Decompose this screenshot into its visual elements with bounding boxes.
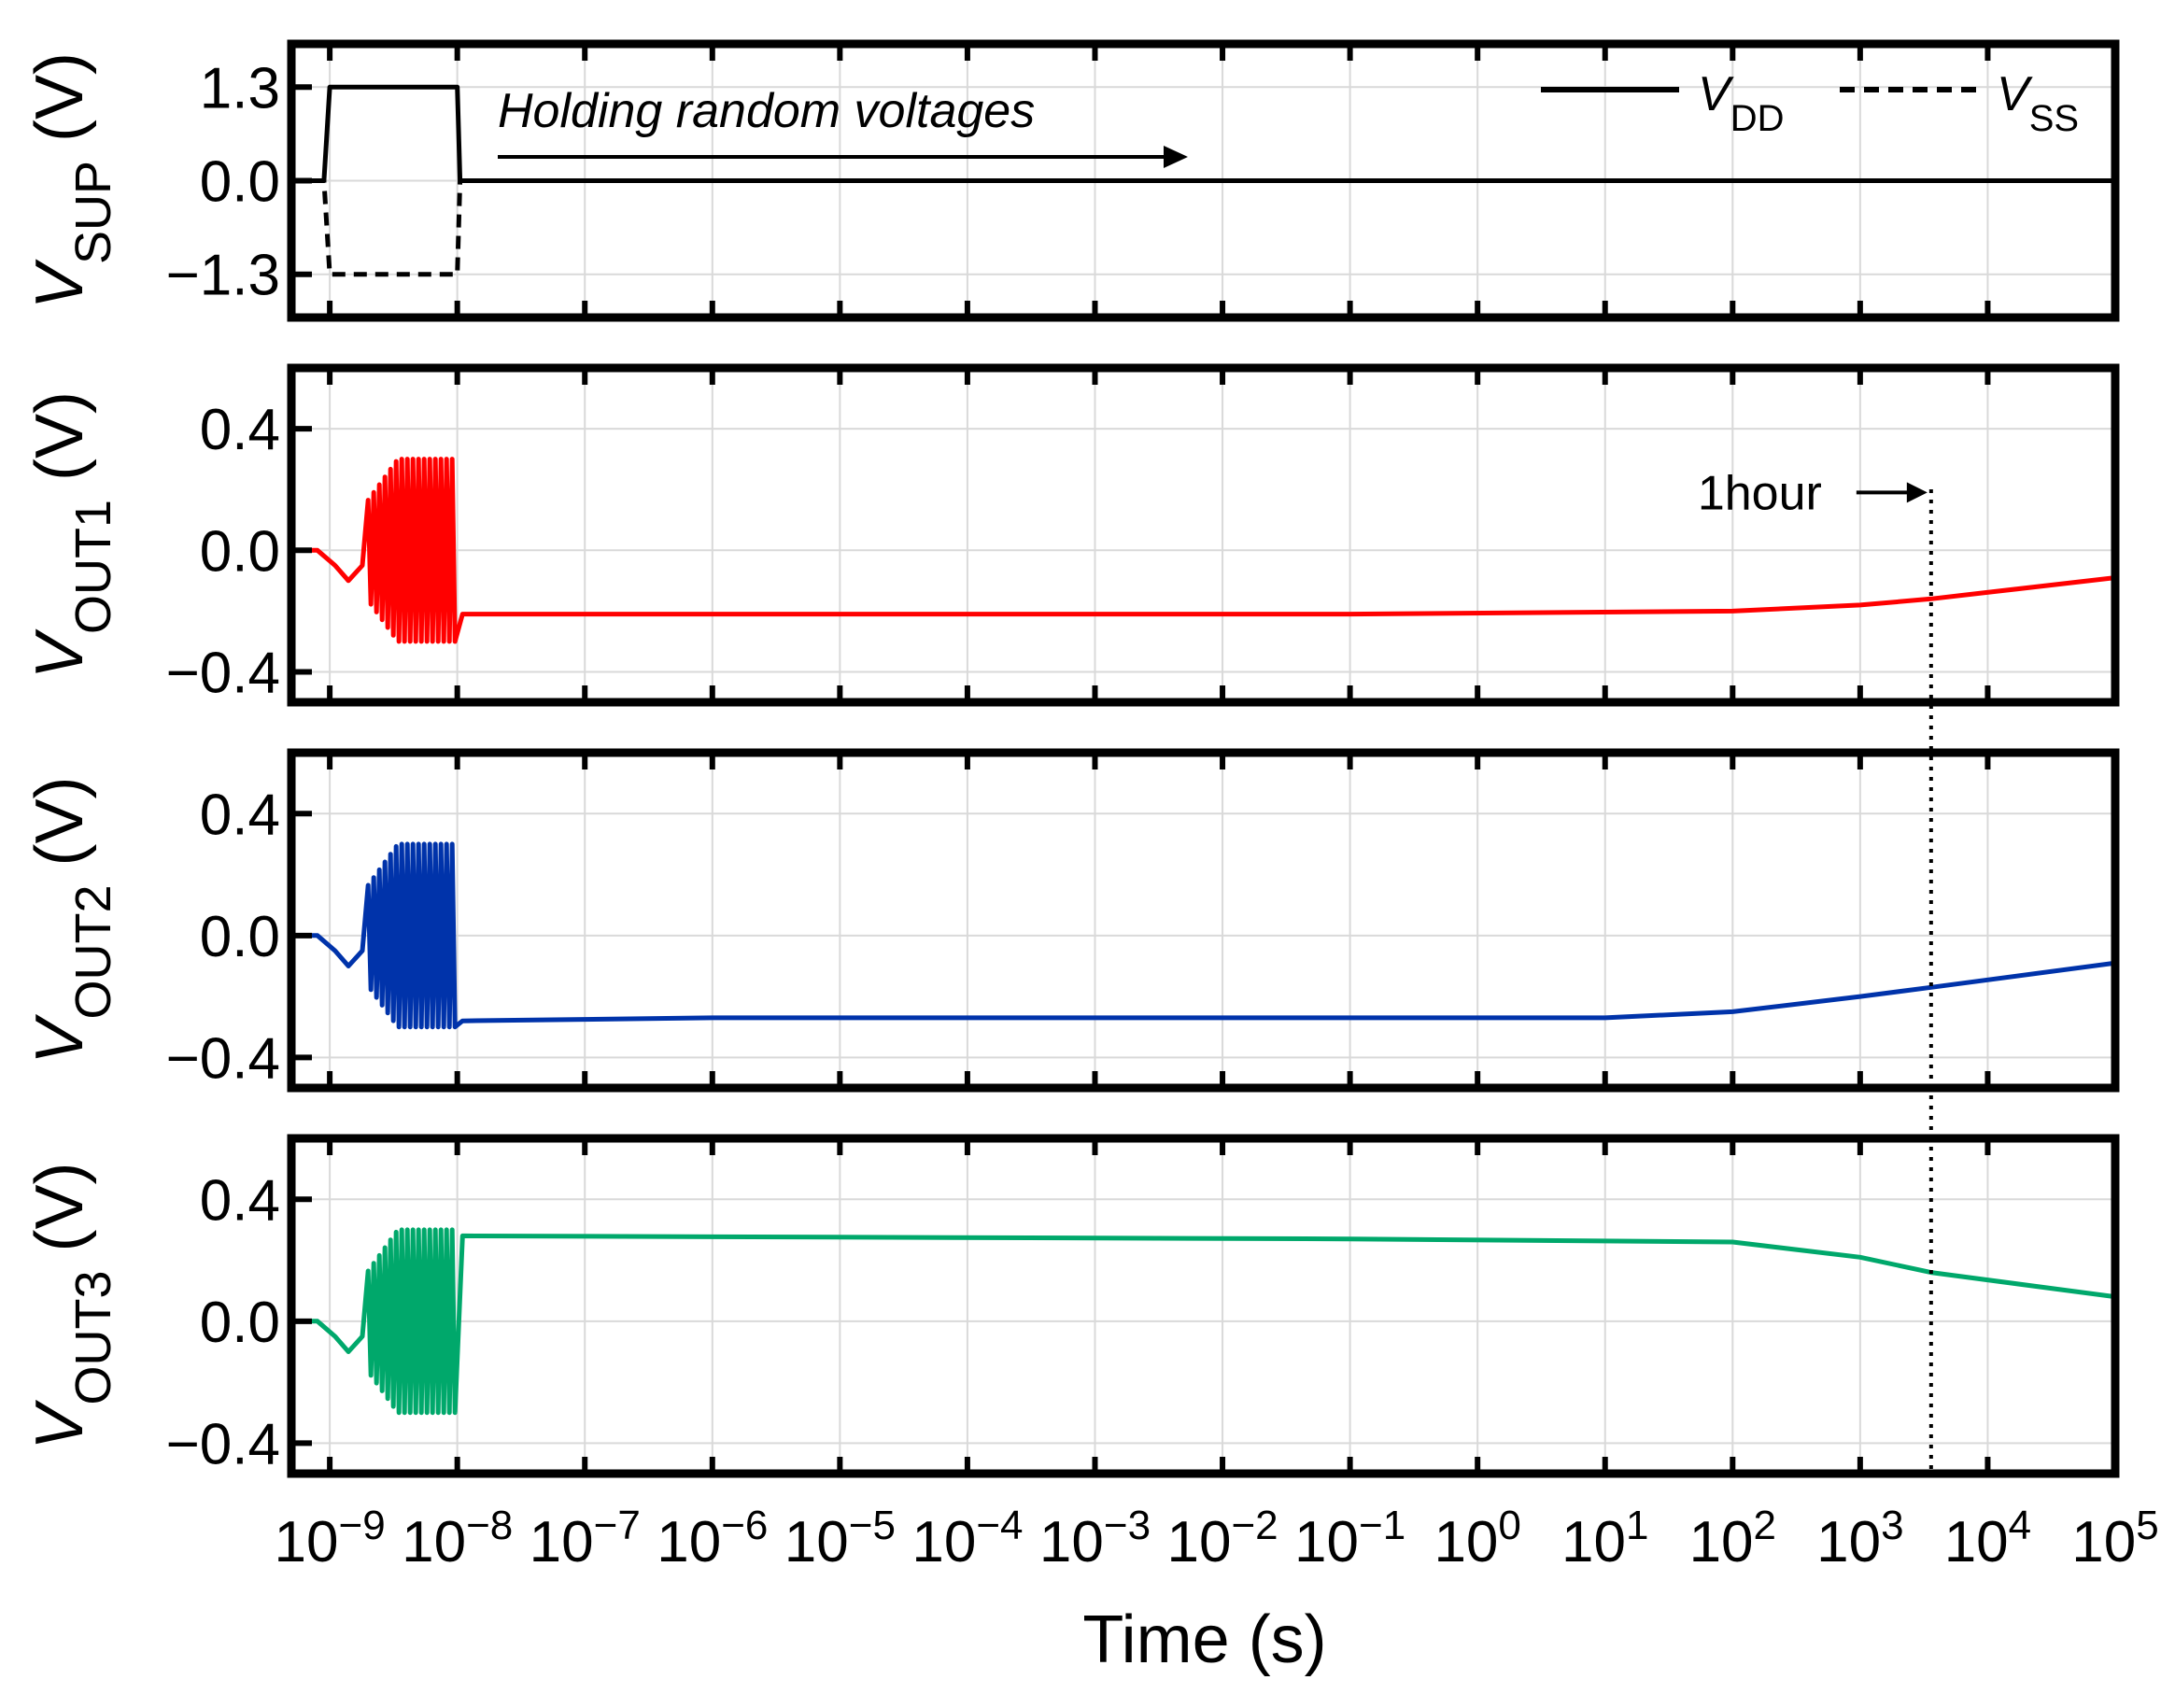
y-tick-label: 1.3 bbox=[200, 56, 280, 120]
y-axis-label: VOUT3 (V) bbox=[22, 1162, 121, 1449]
series-vout1 bbox=[291, 457, 2115, 644]
x-tick-label-base: 10 bbox=[275, 1510, 339, 1574]
x-axis: 10−9 10−8 10−7 10−6 10−5 10−4 10−3 10−2 10−1 100 1… bbox=[275, 1503, 2159, 1678]
x-tick-label: 10−9 bbox=[275, 1503, 386, 1575]
x-axis-label: Time (s) bbox=[1082, 1602, 1326, 1677]
x-tick-label: 102 bbox=[1689, 1503, 1776, 1575]
x-tick-label-base: 10 bbox=[657, 1510, 721, 1574]
x-tick-label: 10−5 bbox=[784, 1503, 896, 1575]
x-tick-label-base: 10 bbox=[911, 1510, 976, 1574]
x-tick-label-exp: −7 bbox=[594, 1503, 641, 1548]
x-tick-label-exp: 5 bbox=[2136, 1503, 2158, 1548]
panel-out1: 0.4 0.0 −0.4 VOUT1 (V) 1hour bbox=[22, 363, 2120, 707]
y-axis-label-unit: (V) bbox=[22, 52, 97, 161]
x-tick-label-exp: 1 bbox=[1626, 1503, 1648, 1548]
x-tick-label-exp: −2 bbox=[1231, 1503, 1278, 1548]
y-tick-label: −0.4 bbox=[166, 1412, 280, 1476]
y-axis-label-sub: SUP bbox=[65, 161, 121, 264]
x-tick-label-base: 10 bbox=[1039, 1510, 1104, 1574]
y-tick-label: −0.4 bbox=[166, 641, 280, 705]
x-tick-label-exp: −6 bbox=[721, 1503, 768, 1548]
x-tick-label: 10−3 bbox=[1039, 1503, 1151, 1575]
x-tick-label-exp: 0 bbox=[1498, 1503, 1520, 1548]
legend-label-sub: DD bbox=[1730, 98, 1785, 139]
x-tick-label-exp: −1 bbox=[1359, 1503, 1405, 1548]
y-tick-label: −1.3 bbox=[166, 244, 280, 308]
x-tick-label-exp: −5 bbox=[849, 1503, 896, 1548]
plot-frame bbox=[287, 1134, 2120, 1478]
x-tick-label: 10−8 bbox=[402, 1503, 513, 1575]
x-tick-label: 105 bbox=[2071, 1503, 2158, 1575]
y-axis-label-sub: OUT1 bbox=[65, 500, 121, 634]
y-axis-label-main: V bbox=[22, 1014, 97, 1065]
x-tick-label-base: 10 bbox=[1166, 1510, 1231, 1574]
annotation-holding: Holding random voltages bbox=[498, 84, 1035, 138]
series-vss bbox=[291, 178, 2115, 277]
x-tick-label: 10−7 bbox=[530, 1503, 641, 1575]
y-tick-label: 0.4 bbox=[200, 783, 280, 847]
x-tick-label-base: 10 bbox=[1561, 1510, 1626, 1574]
x-tick-label: 100 bbox=[1434, 1503, 1520, 1575]
x-tick-label: 10−2 bbox=[1166, 1503, 1278, 1575]
annotation-1hour: 1hour bbox=[1698, 466, 1822, 520]
y-tick-label: 0.4 bbox=[200, 1168, 280, 1233]
y-axis-label-main: V bbox=[22, 1400, 97, 1450]
legend-label-main: V bbox=[1997, 67, 2033, 121]
legend-label-vss: VSS bbox=[1997, 67, 2079, 139]
plot-frame bbox=[287, 748, 2120, 1093]
x-tick-label-base: 10 bbox=[402, 1510, 466, 1574]
panel-out2: 0.4 0.0 −0.4 VOUT2 (V) bbox=[22, 748, 2120, 1093]
annotation-arrow-head bbox=[1164, 146, 1188, 168]
y-axis-label-unit: (V) bbox=[22, 1162, 97, 1270]
x-tick-label: 10−4 bbox=[911, 1503, 1023, 1575]
x-tick-label-exp: −8 bbox=[466, 1503, 513, 1548]
y-axis-label-main: V bbox=[22, 259, 97, 309]
x-tick-label: 10−1 bbox=[1294, 1503, 1405, 1575]
plot-frame bbox=[287, 363, 2120, 707]
x-tick-label: 104 bbox=[1944, 1503, 2031, 1575]
series-vout3 bbox=[291, 1227, 2115, 1416]
legend-label-vdd: VDD bbox=[1698, 67, 1784, 139]
x-tick-label-base: 10 bbox=[1944, 1510, 2009, 1574]
y-tick-label: −0.4 bbox=[166, 1026, 280, 1091]
y-tick-label: 0.0 bbox=[200, 150, 280, 215]
y-axis-label-sub: OUT2 bbox=[65, 884, 121, 1019]
x-tick-label-exp: −3 bbox=[1104, 1503, 1151, 1548]
y-tick-label: 0.0 bbox=[200, 905, 280, 969]
y-axis-label: VOUT2 (V) bbox=[22, 776, 121, 1064]
x-tick-label-exp: 2 bbox=[1754, 1503, 1776, 1548]
x-tick-label-base: 10 bbox=[1434, 1510, 1498, 1574]
y-axis-label: VSUP (V) bbox=[22, 52, 121, 309]
y-axis-label-unit: (V) bbox=[22, 776, 97, 884]
legend-label-sub: SS bbox=[2029, 98, 2079, 139]
x-tick-label-exp: 4 bbox=[2009, 1503, 2031, 1548]
x-tick-label: 103 bbox=[1816, 1503, 1903, 1575]
panel-out3: 0.4 0.0 −0.4 VOUT3 (V) bbox=[22, 1134, 2120, 1478]
x-tick-label-base: 10 bbox=[784, 1510, 849, 1574]
y-tick-label: 0.0 bbox=[200, 1291, 280, 1355]
legend-label-main: V bbox=[1698, 67, 1734, 121]
x-tick-label-exp: −9 bbox=[339, 1503, 386, 1548]
y-axis-label-unit: (V) bbox=[22, 391, 97, 500]
series-vout2 bbox=[291, 841, 2115, 1030]
y-axis-label: VOUT1 (V) bbox=[22, 391, 121, 679]
x-tick-label-base: 10 bbox=[1816, 1510, 1881, 1574]
x-tick-label: 10−6 bbox=[657, 1503, 768, 1575]
y-axis-label-sub: OUT3 bbox=[65, 1270, 121, 1405]
x-tick-label-base: 10 bbox=[2071, 1510, 2136, 1574]
y-tick-label: 0.0 bbox=[200, 519, 280, 584]
y-axis-label-main: V bbox=[22, 628, 97, 679]
x-tick-label: 101 bbox=[1561, 1503, 1648, 1575]
x-tick-label-exp: 3 bbox=[1881, 1503, 1903, 1548]
x-tick-label-exp: −4 bbox=[976, 1503, 1023, 1548]
x-tick-label-base: 10 bbox=[1689, 1510, 1754, 1574]
x-tick-label-base: 10 bbox=[1294, 1510, 1359, 1574]
x-tick-label-base: 10 bbox=[530, 1510, 594, 1574]
y-tick-label: 0.4 bbox=[200, 398, 280, 462]
annotation-1hour-arrow-head bbox=[1906, 482, 1928, 503]
